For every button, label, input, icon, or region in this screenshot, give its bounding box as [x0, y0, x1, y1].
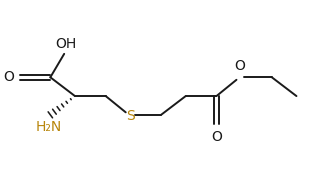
Text: O: O — [234, 59, 245, 73]
Text: O: O — [211, 130, 222, 144]
Text: OH: OH — [55, 37, 76, 51]
Text: O: O — [3, 70, 14, 84]
Text: S: S — [126, 109, 135, 123]
Text: H₂N: H₂N — [36, 120, 62, 134]
